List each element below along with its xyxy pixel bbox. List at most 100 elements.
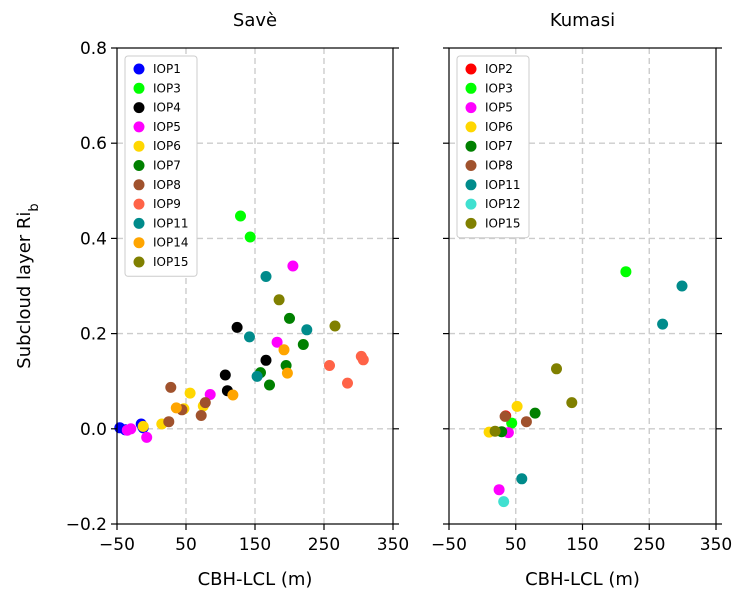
legend-label: IOP14 bbox=[153, 236, 189, 250]
legend: IOP1 IOP3 IOP4 IOP5 IOP6 IOP7 IOP8 IOP9 IOP11 IOP… bbox=[124, 55, 198, 277]
legend-marker bbox=[465, 102, 477, 114]
axis-ticks: −50 50 150 250 350 −0.2 0.0 0.2 0.4 0.6 0.8 bbox=[66, 39, 410, 555]
data-point-iop7 bbox=[529, 407, 541, 419]
x-tick-label: 150 bbox=[239, 535, 271, 555]
data-point-iop6 bbox=[137, 420, 149, 432]
data-point-iop14 bbox=[278, 344, 290, 356]
legend-marker bbox=[465, 140, 477, 152]
data-point-iop7 bbox=[264, 379, 275, 391]
legend-marker bbox=[133, 160, 145, 171]
y-tick-label: 0.2 bbox=[80, 325, 107, 345]
y-axis-label-subscript: b bbox=[27, 203, 42, 211]
y-tick-label: 0.0 bbox=[80, 420, 107, 440]
legend-marker bbox=[133, 82, 145, 94]
legend-marker bbox=[133, 198, 145, 210]
data-point-iop3 bbox=[620, 266, 632, 278]
x-axis-label: CBH-LCL (m) bbox=[525, 569, 640, 590]
data-point-iop8 bbox=[520, 416, 532, 428]
x-tick-label: 350 bbox=[700, 535, 732, 555]
data-point-iop4 bbox=[231, 321, 243, 333]
data-point-iop3 bbox=[506, 417, 518, 429]
data-point-iop3 bbox=[244, 231, 256, 243]
data-point-iop11 bbox=[516, 473, 528, 485]
legend-label: IOP12 bbox=[485, 197, 521, 211]
legend-box bbox=[456, 55, 530, 239]
data-point-iop5 bbox=[287, 260, 299, 272]
legend-marker bbox=[465, 82, 477, 94]
y-tick-label: 0.8 bbox=[80, 39, 107, 59]
legend-label: IOP9 bbox=[153, 197, 181, 211]
x-tick-label: 250 bbox=[308, 535, 340, 555]
y-tick-label: −0.2 bbox=[66, 515, 107, 535]
legend-label: IOP3 bbox=[485, 81, 513, 95]
x-tick-label: 350 bbox=[377, 535, 409, 555]
panel-title: Savè bbox=[233, 10, 277, 31]
data-point-iop6 bbox=[184, 387, 196, 399]
legend-label: IOP1 bbox=[153, 62, 181, 76]
data-points bbox=[483, 266, 688, 508]
legend-label: IOP7 bbox=[485, 139, 513, 153]
legend-label: IOP2 bbox=[485, 62, 513, 76]
data-point-iop8 bbox=[165, 381, 177, 393]
legend-label: IOP6 bbox=[153, 139, 181, 153]
data-point-iop15 bbox=[566, 397, 578, 409]
data-point-iop5 bbox=[493, 484, 505, 496]
legend-marker bbox=[133, 217, 145, 229]
data-point-iop15 bbox=[551, 363, 562, 375]
data-point-iop14 bbox=[227, 389, 239, 401]
data-point-iop11 bbox=[676, 280, 688, 292]
legend-marker bbox=[465, 121, 477, 133]
legend-label: IOP7 bbox=[153, 159, 181, 173]
legend-marker bbox=[465, 179, 477, 191]
data-point-iop15 bbox=[273, 294, 285, 306]
x-axis-label: CBH-LCL (m) bbox=[198, 569, 313, 590]
legend-marker bbox=[133, 237, 145, 249]
legend-marker bbox=[465, 217, 477, 229]
legend-marker bbox=[465, 160, 477, 171]
data-point-iop6 bbox=[511, 400, 523, 412]
legend-label: IOP15 bbox=[153, 255, 189, 269]
x-tick-label: 50 bbox=[505, 535, 527, 555]
x-tick-label: 50 bbox=[175, 535, 197, 555]
data-point-iop8 bbox=[195, 410, 207, 421]
legend-marker bbox=[133, 121, 145, 133]
y-tick-label: 0.4 bbox=[80, 229, 107, 249]
legend-label: IOP11 bbox=[485, 178, 521, 192]
axis-ticks: −50 50 150 250 350 bbox=[431, 47, 732, 555]
data-point-iop9 bbox=[342, 377, 353, 389]
data-point-iop14 bbox=[281, 367, 293, 379]
legend-marker bbox=[133, 256, 145, 268]
data-point-iop5 bbox=[271, 336, 283, 348]
legend-label: IOP5 bbox=[485, 101, 513, 115]
panel-kumasi: −50 50 150 250 350 Kumasi CBH-LCL (m) IOP2IO… bbox=[431, 10, 732, 590]
data-point-iop11 bbox=[251, 370, 263, 382]
y-tick-label: 0.6 bbox=[80, 134, 107, 154]
x-tick-label: −50 bbox=[431, 535, 467, 555]
y-axis-label: Subcloud layer Rib bbox=[14, 203, 42, 368]
legend-label: IOP15 bbox=[485, 216, 521, 230]
x-tick-label: 250 bbox=[633, 535, 665, 555]
data-point-iop14 bbox=[170, 402, 182, 414]
legend-marker bbox=[133, 102, 145, 114]
data-point-iop15 bbox=[329, 320, 341, 332]
data-point-iop11 bbox=[301, 324, 313, 336]
data-point-iop4 bbox=[260, 354, 272, 366]
data-point-iop8 bbox=[199, 397, 211, 409]
legend-marker bbox=[465, 63, 477, 75]
data-point-iop5 bbox=[204, 389, 216, 400]
legend-label: IOP5 bbox=[153, 120, 181, 134]
legend-marker bbox=[133, 63, 145, 75]
y-axis-label-main: Subcloud layer Ri bbox=[14, 212, 35, 369]
data-points bbox=[114, 210, 369, 443]
data-point-iop7 bbox=[284, 312, 295, 324]
data-point-iop12 bbox=[498, 496, 510, 508]
x-tick-label: 150 bbox=[566, 535, 598, 555]
legend-label: IOP6 bbox=[485, 120, 513, 134]
plot-frame bbox=[448, 47, 717, 525]
data-point-iop11 bbox=[244, 331, 255, 343]
x-tick-label: −50 bbox=[99, 535, 135, 555]
legend-label: IOP3 bbox=[153, 81, 181, 95]
data-point-iop8 bbox=[499, 410, 511, 422]
data-point-iop8 bbox=[163, 416, 175, 428]
legend-label: IOP11 bbox=[153, 216, 189, 230]
